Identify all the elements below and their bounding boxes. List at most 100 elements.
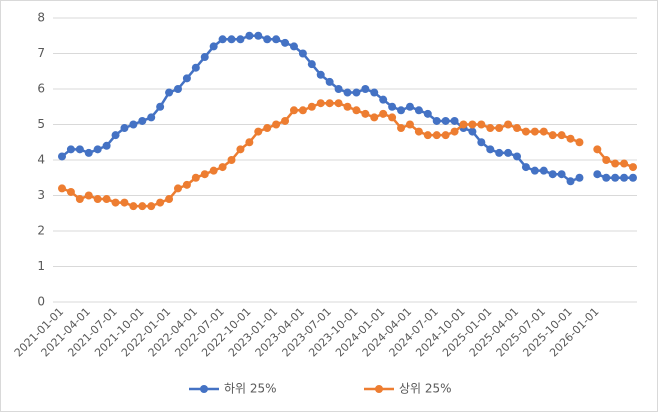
data-point (147, 113, 156, 122)
data-point (66, 187, 75, 196)
data-point (629, 173, 637, 182)
data-point (504, 120, 513, 129)
data-point (486, 145, 495, 154)
data-point (66, 145, 75, 154)
data-point (388, 113, 397, 122)
data-point (281, 38, 290, 47)
y-tick-label: 8 (37, 11, 45, 25)
data-point (477, 138, 486, 147)
data-point (539, 127, 548, 136)
data-point (298, 49, 307, 58)
legend-label: 하위 25% (224, 382, 277, 396)
data-point (218, 163, 227, 172)
data-point (379, 95, 388, 104)
data-point (182, 74, 191, 83)
data-point (129, 202, 138, 211)
data-point (236, 145, 245, 154)
data-point (245, 31, 254, 40)
data-point (423, 109, 432, 118)
data-point (325, 77, 334, 86)
data-point (397, 124, 406, 133)
data-point (129, 120, 138, 129)
data-point (138, 116, 147, 125)
data-point (263, 124, 272, 133)
data-point (477, 120, 486, 129)
data-point (405, 120, 414, 129)
data-point (361, 85, 370, 93)
data-point (539, 166, 548, 175)
data-point (307, 60, 316, 69)
data-point (343, 102, 352, 111)
data-point (191, 173, 200, 182)
data-point (289, 42, 298, 51)
data-point (227, 35, 236, 44)
data-point (352, 106, 361, 115)
data-point (370, 88, 379, 97)
data-point (75, 195, 84, 204)
data-point (138, 202, 147, 211)
data-point (173, 85, 182, 93)
data-point (298, 106, 307, 115)
data-point (521, 127, 530, 136)
data-point (548, 131, 557, 140)
data-point (191, 63, 200, 72)
data-point (200, 170, 209, 179)
data-point (593, 145, 602, 154)
data-point (272, 35, 281, 44)
data-point (468, 120, 477, 129)
data-point (557, 131, 566, 140)
data-point (370, 113, 379, 122)
data-point (58, 152, 66, 161)
data-point (602, 173, 611, 182)
data-point (182, 180, 191, 189)
data-point (397, 106, 406, 115)
data-point (423, 131, 432, 140)
data-point (209, 166, 218, 175)
legend-label: 상위 25% (399, 382, 452, 396)
data-point (84, 148, 93, 157)
data-point (593, 170, 602, 179)
data-point (629, 163, 637, 172)
y-tick-label: 7 (37, 46, 45, 60)
data-point (334, 99, 343, 108)
data-point (432, 131, 441, 140)
data-point (156, 198, 165, 207)
data-point (602, 156, 611, 164)
data-point (468, 127, 477, 136)
data-point (209, 42, 218, 51)
y-tick-label: 2 (37, 224, 45, 238)
data-point (156, 102, 165, 111)
data-point (379, 109, 388, 118)
legend-marker (375, 385, 383, 393)
data-point (530, 166, 539, 175)
data-point (620, 173, 629, 182)
legend-marker (200, 385, 208, 393)
data-point (343, 88, 352, 97)
y-tick-label: 0 (37, 295, 45, 309)
data-point (173, 184, 182, 193)
data-point (566, 177, 575, 186)
data-point (486, 124, 495, 133)
data-point (325, 99, 334, 108)
data-point (513, 124, 522, 133)
data-point (566, 134, 575, 143)
data-point (307, 102, 316, 111)
data-point (611, 173, 620, 182)
data-point (120, 198, 129, 207)
data-point (611, 159, 620, 168)
data-point (575, 173, 584, 182)
data-point (254, 31, 263, 40)
data-point (263, 35, 272, 44)
data-point (495, 124, 504, 133)
data-point (361, 109, 370, 118)
data-point (111, 131, 120, 140)
data-point (200, 53, 209, 62)
data-point (58, 184, 66, 193)
y-tick-label: 1 (37, 259, 45, 273)
data-point (414, 106, 423, 115)
data-point (111, 198, 120, 207)
data-point (441, 131, 450, 140)
data-point (414, 127, 423, 136)
data-point (388, 102, 397, 111)
